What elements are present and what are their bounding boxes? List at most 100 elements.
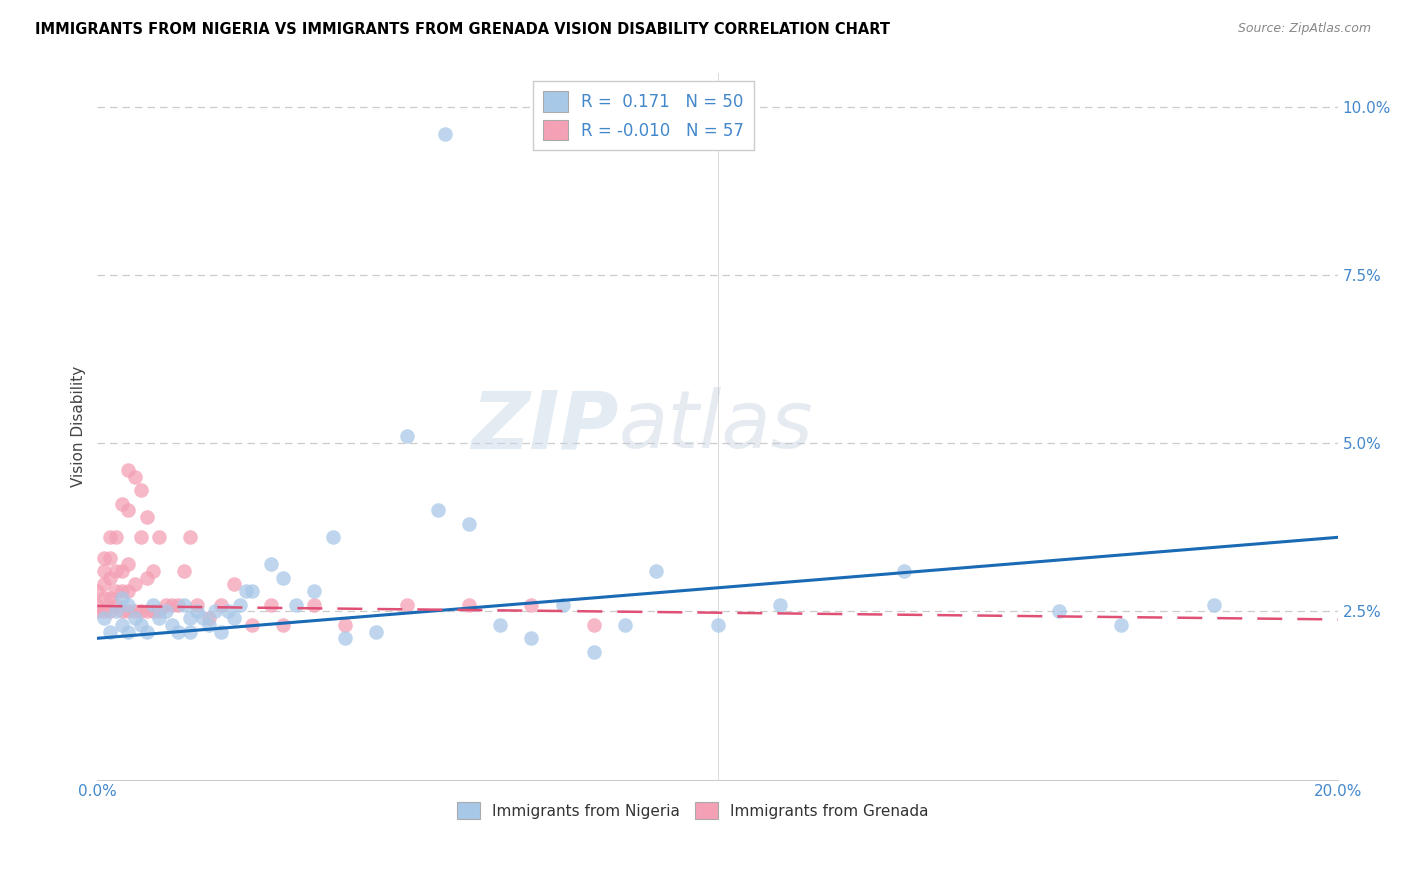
Point (198, 611, 221, 625)
Point (160, 598, 183, 612)
Point (582, 645, 605, 659)
Point (111, 584, 134, 599)
Point (104, 598, 127, 612)
Point (148, 604, 170, 618)
Point (644, 564, 666, 578)
Point (209, 624, 232, 639)
Point (98, 604, 121, 618)
Point (427, 503, 450, 517)
Point (520, 632, 543, 646)
Point (111, 591, 134, 605)
Point (124, 469, 146, 483)
Point (198, 617, 221, 632)
Point (104, 604, 127, 618)
Point (117, 584, 139, 599)
Text: Source: ZipAtlas.com: Source: ZipAtlas.com (1237, 22, 1371, 36)
Point (129, 530, 152, 544)
Point (124, 604, 146, 618)
Point (396, 598, 419, 612)
Point (242, 584, 264, 599)
Point (104, 564, 127, 578)
Point (173, 598, 195, 612)
Point (582, 617, 605, 632)
Point (148, 530, 170, 544)
Point (322, 530, 344, 544)
Point (93, 550, 115, 565)
Point (86, 584, 108, 599)
Text: IMMIGRANTS FROM NIGERIA VS IMMIGRANTS FROM GRENADA VISION DISABILITY CORRELATION: IMMIGRANTS FROM NIGERIA VS IMMIGRANTS FR… (35, 22, 890, 37)
Point (129, 604, 152, 618)
Point (167, 598, 190, 612)
Legend: Immigrants from Nigeria, Immigrants from Grenada: Immigrants from Nigeria, Immigrants from… (451, 796, 935, 825)
Point (93, 577, 115, 591)
Point (93, 611, 115, 625)
Point (117, 598, 139, 612)
Point (93, 604, 115, 618)
Point (117, 463, 139, 477)
Point (93, 564, 115, 578)
Point (186, 604, 208, 618)
Point (768, 598, 790, 612)
Point (111, 604, 134, 618)
Point (489, 617, 512, 632)
Point (98, 624, 121, 639)
Point (893, 564, 915, 578)
Point (136, 604, 159, 618)
Point (260, 558, 283, 572)
Point (179, 611, 201, 625)
Point (613, 617, 636, 632)
Point (136, 510, 159, 524)
Point (111, 497, 134, 511)
Point (235, 584, 257, 599)
Point (129, 483, 152, 498)
Point (335, 632, 357, 646)
Point (98, 591, 121, 605)
Point (86, 598, 108, 612)
Point (1047, 604, 1070, 618)
Point (136, 571, 159, 585)
Point (222, 577, 245, 591)
Point (104, 530, 127, 544)
Y-axis label: Vision Disability: Vision Disability (72, 366, 86, 487)
Point (396, 429, 419, 443)
Point (93, 591, 115, 605)
Point (217, 604, 239, 618)
Point (242, 617, 264, 632)
Point (1109, 617, 1132, 632)
Point (229, 598, 252, 612)
Point (148, 611, 170, 625)
Point (366, 624, 388, 639)
Point (86, 604, 108, 618)
Point (117, 624, 139, 639)
Point (551, 598, 574, 612)
Point (117, 604, 139, 618)
Point (111, 564, 134, 578)
Point (335, 617, 357, 632)
Point (433, 127, 456, 141)
Point (111, 617, 134, 632)
Point (98, 571, 121, 585)
Point (186, 598, 208, 612)
Point (209, 598, 232, 612)
Point (222, 611, 245, 625)
Point (136, 624, 159, 639)
Point (155, 604, 177, 618)
Point (167, 624, 190, 639)
Text: atlas: atlas (619, 387, 813, 466)
Point (124, 577, 146, 591)
Point (458, 598, 481, 612)
Point (173, 564, 195, 578)
Point (273, 571, 295, 585)
Point (155, 598, 177, 612)
Point (520, 598, 543, 612)
Point (179, 530, 201, 544)
Point (98, 550, 121, 565)
Point (124, 611, 146, 625)
Point (98, 530, 121, 544)
Point (284, 598, 307, 612)
Point (160, 617, 183, 632)
Point (458, 516, 481, 531)
Text: ZIP: ZIP (471, 387, 619, 466)
Point (260, 598, 283, 612)
Point (142, 604, 165, 618)
